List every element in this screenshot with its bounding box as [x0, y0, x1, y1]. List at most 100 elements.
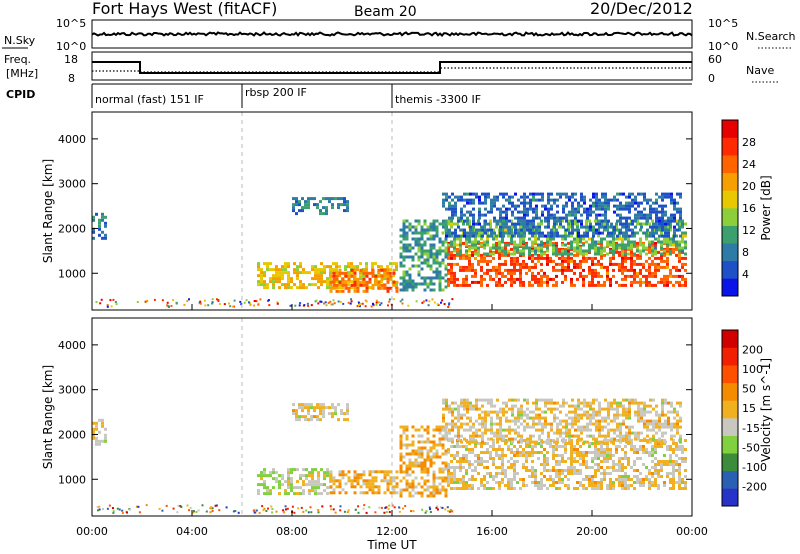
- heatmap-cell: [678, 240, 681, 244]
- heatmap-cell: [469, 231, 472, 235]
- heatmap-cell: [535, 213, 538, 217]
- heatmap-cell: [499, 234, 502, 238]
- heatmap-cell: [92, 430, 95, 434]
- heatmap-cell: [516, 472, 519, 475]
- heatmap-cell: [535, 428, 538, 432]
- heatmap-cell: [622, 413, 625, 417]
- heatmap-cell: [579, 271, 582, 275]
- heatmap-cell: [399, 446, 403, 450]
- heatmap-cell: [648, 222, 651, 226]
- heatmap-cell: [643, 192, 646, 196]
- heatmap-cell: [666, 460, 669, 463]
- heatmap-cell: [490, 398, 493, 402]
- heatmap-cell: [567, 484, 570, 487]
- cpid-segment-1: normal (fast) 151 IF: [95, 93, 204, 106]
- heatmap-cell: [513, 252, 516, 256]
- heatmap-cell: [636, 222, 639, 226]
- heatmap-cell: [101, 236, 104, 240]
- heatmap-cell: [272, 277, 275, 281]
- heatmap-cell: [613, 231, 616, 235]
- heatmap-cell: [681, 256, 684, 260]
- heatmap-cell: [457, 413, 460, 417]
- heatmap-cell: [658, 437, 661, 441]
- heatmap-cell: [454, 195, 457, 199]
- heatmap-cell: [678, 466, 681, 469]
- heatmap-cell: [353, 485, 357, 489]
- heatmap-cell: [438, 437, 442, 441]
- heatmap-cell: [675, 442, 678, 445]
- heatmap-cell: [513, 243, 516, 247]
- heatmap-cell: [654, 252, 657, 256]
- heatmap-cell: [522, 484, 525, 487]
- heatmap-cell: [681, 265, 684, 269]
- heatmap-cell: [405, 288, 409, 292]
- heatmap-cell: [384, 506, 387, 509]
- heatmap-cell: [610, 198, 613, 202]
- heatmap-cell: [408, 246, 412, 250]
- heatmap-cell: [546, 283, 549, 287]
- heatmap-cell: [523, 234, 526, 238]
- heatmap-cell: [616, 401, 619, 405]
- heatmap-cell: [576, 472, 579, 475]
- heatmap-cell: [520, 228, 523, 232]
- velocity-y-axis-label: Slant Range [km]: [41, 365, 55, 469]
- heatmap-cell: [281, 268, 284, 272]
- heatmap-cell: [537, 280, 540, 284]
- heatmap-cell: [484, 431, 487, 435]
- heatmap-cell: [411, 440, 415, 444]
- heatmap-cell: [205, 510, 208, 513]
- heatmap-cell: [92, 421, 95, 425]
- heatmap-cell: [462, 460, 465, 463]
- heatmap-cell: [502, 219, 505, 223]
- heatmap-cell: [526, 210, 529, 214]
- heatmap-cell: [540, 246, 543, 250]
- heatmap-cell: [529, 225, 532, 229]
- heatmap-cell: [492, 487, 495, 490]
- heatmap-cell: [483, 442, 486, 445]
- heatmap-cell: [558, 225, 561, 229]
- heatmap-cell: [642, 445, 645, 448]
- heatmap-cell: [275, 280, 278, 284]
- heatmap-cell: [481, 404, 484, 408]
- heatmap-cell: [675, 243, 678, 247]
- heatmap-cell: [531, 475, 534, 478]
- heatmap-cell: [502, 204, 505, 208]
- heatmap-cell: [296, 286, 299, 290]
- heatmap-cell: [574, 192, 577, 196]
- heatmap-cell: [640, 210, 643, 214]
- heatmap-cell: [567, 268, 570, 272]
- heatmap-cell: [648, 265, 651, 269]
- heatmap-cell: [186, 504, 189, 507]
- heatmap-cell: [420, 449, 424, 453]
- heatmap-cell: [498, 487, 501, 490]
- heatmap-cell: [606, 243, 609, 247]
- heatmap-cell: [408, 282, 412, 286]
- heatmap-cell: [110, 305, 113, 308]
- heatmap-cell: [532, 434, 535, 438]
- heatmap-cell: [302, 268, 305, 272]
- heatmap-cell: [263, 283, 266, 287]
- heatmap-cell: [263, 471, 266, 475]
- heatmap-cell: [567, 487, 570, 490]
- heatmap-cell: [502, 437, 505, 441]
- heatmap-cell: [597, 228, 600, 232]
- heatmap-cell: [558, 445, 561, 448]
- heatmap-cell: [307, 409, 310, 413]
- heatmap-cell: [201, 504, 204, 507]
- colorbar-tick-label: 200: [742, 344, 763, 357]
- heatmap-cell: [92, 230, 95, 234]
- heatmap-cell: [531, 240, 534, 244]
- heatmap-cell: [444, 449, 448, 453]
- heatmap-cell: [239, 300, 242, 303]
- heatmap-cell: [480, 259, 483, 263]
- heatmap-cell: [447, 475, 450, 478]
- heatmap-cell: [684, 280, 687, 284]
- heatmap-cell: [309, 506, 312, 509]
- heatmap-cell: [526, 413, 529, 417]
- cpid-segment-3: themis -3300 IF: [395, 93, 481, 106]
- heatmap-cell: [429, 485, 433, 489]
- heatmap-cell: [553, 201, 556, 205]
- heatmap-cell: [531, 460, 534, 463]
- heatmap-cell: [555, 469, 558, 472]
- heatmap-cell: [645, 451, 648, 454]
